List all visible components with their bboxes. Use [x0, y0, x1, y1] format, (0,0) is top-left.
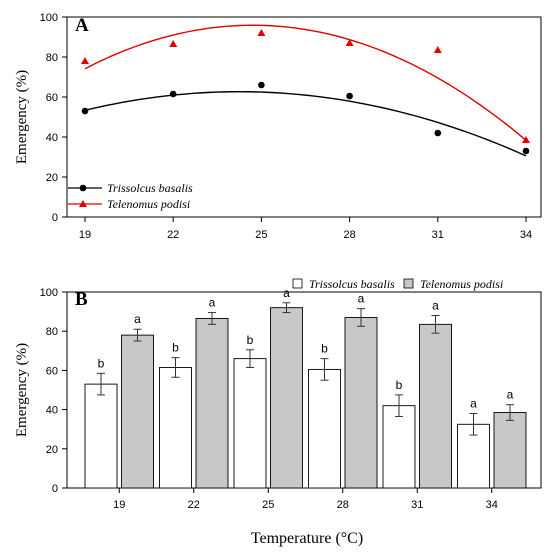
significance-letter-telenomus: a	[283, 286, 290, 300]
panel-label-a: A	[75, 15, 89, 36]
bar-telenomus	[195, 318, 229, 489]
bar-trissolcus	[233, 358, 267, 489]
bar-trissolcus	[308, 368, 341, 489]
point-telenomus	[257, 29, 266, 36]
bars-b: b a b a b a b a b a a a	[84, 286, 527, 489]
x-tick-label: 34	[520, 229, 532, 241]
y-axis-label-a: Emergency (%)	[14, 70, 30, 164]
x-axis-label-b: Temperature (°C)	[251, 530, 363, 547]
significance-letter-trissolcus: b	[172, 341, 179, 355]
bar-trissolcus	[159, 367, 192, 489]
y-tick-label: 20	[46, 172, 58, 184]
bar-telenomus	[121, 334, 154, 489]
x-tick-label: 31	[411, 499, 423, 511]
fit-curve-telenomus	[84, 24, 527, 141]
point-trissolcus	[434, 129, 442, 137]
y-tick-label: 0	[52, 212, 58, 224]
axis-ticks-a: 0 20 40 60 80 100 19 22 25 28 31 34	[40, 12, 532, 241]
panel-b: B Emergency (%) 0 20 40 60 80 100 19 22 25 28 31 34…	[14, 277, 542, 547]
significance-letter-trissolcus: a	[470, 397, 477, 411]
fit-curve-trissolcus	[84, 90, 527, 157]
point-trissolcus	[258, 81, 265, 89]
significance-letter-trissolcus: b	[321, 342, 328, 356]
x-tick-label: 22	[188, 499, 200, 511]
axis-ticks-b: 0 20 40 60 80 100 19 22 25 28 31 34	[40, 287, 498, 511]
significance-letter-telenomus: a	[134, 312, 141, 326]
significance-letter-trissolcus: b	[396, 378, 403, 392]
panel-label-b: B	[75, 289, 88, 310]
x-tick-label: 34	[486, 499, 498, 511]
y-tick-label: 40	[46, 132, 58, 144]
legend-b: Trissolcus basalis Telenomus podisi	[292, 277, 503, 291]
legend-a: Trissolcus basalis Telenomus podisi	[68, 181, 193, 211]
y-tick-label: 100	[40, 12, 58, 24]
y-tick-label: 80	[46, 326, 58, 338]
legend-label-telenomus: Telenomus podisi	[107, 197, 190, 211]
legend-marker-trissolcus	[79, 184, 87, 192]
plot-frame-b	[66, 291, 542, 489]
x-tick-label: 25	[255, 229, 267, 241]
significance-letter-telenomus: a	[358, 292, 365, 306]
legend-marker-telenomus	[79, 200, 87, 207]
significance-letter-telenomus: a	[507, 388, 514, 402]
y-tick-label: 100	[40, 287, 58, 299]
x-tick-label: 25	[262, 499, 274, 511]
point-telenomus	[81, 57, 89, 64]
x-tick-label: 22	[167, 229, 179, 241]
plot-frame-a	[66, 16, 542, 218]
fit-curves-a	[84, 24, 527, 157]
legend-label-trissolcus-b: Trissolcus basalis	[309, 277, 395, 291]
point-trissolcus	[346, 92, 353, 100]
bar-telenomus	[270, 307, 303, 489]
bar-trissolcus	[382, 405, 416, 489]
bar-telenomus	[344, 317, 378, 489]
y-tick-label: 60	[46, 365, 58, 377]
point-trissolcus	[169, 90, 177, 98]
y-tick-label: 60	[46, 92, 58, 104]
point-telenomus	[433, 46, 442, 53]
significance-letter-trissolcus: b	[98, 356, 105, 370]
x-tick-label: 28	[343, 229, 355, 241]
y-axis-label-b: Emergency (%)	[14, 343, 30, 437]
significance-letter-trissolcus: b	[247, 333, 254, 347]
x-tick-label: 19	[113, 499, 125, 511]
bar-trissolcus	[84, 383, 118, 489]
legend-swatch-telenomus	[403, 278, 414, 289]
x-tick-label: 19	[79, 229, 91, 241]
bar-telenomus	[493, 412, 527, 489]
point-telenomus	[345, 39, 354, 46]
panel-a: A Emergency (%) 0 20 40 60 80 100 19 22 25 28 31 34…	[14, 12, 542, 241]
y-tick-label: 20	[46, 444, 58, 456]
data-points-a	[81, 29, 530, 155]
y-tick-label: 0	[52, 483, 58, 495]
legend-label-trissolcus: Trissolcus basalis	[107, 181, 193, 195]
significance-letter-telenomus: a	[209, 296, 216, 310]
point-trissolcus	[81, 107, 89, 115]
legend-swatch-trissolcus	[292, 278, 303, 289]
y-tick-label: 40	[46, 405, 58, 417]
x-tick-label: 31	[432, 229, 444, 241]
legend-label-telenomus-b: Telenomus podisi	[420, 277, 503, 291]
x-tick-label: 28	[337, 499, 349, 511]
significance-letter-telenomus: a	[432, 299, 439, 313]
bar-telenomus	[419, 323, 452, 489]
point-telenomus	[169, 40, 178, 47]
point-trissolcus	[522, 147, 530, 155]
y-tick-label: 80	[46, 52, 58, 64]
point-telenomus	[522, 136, 530, 143]
